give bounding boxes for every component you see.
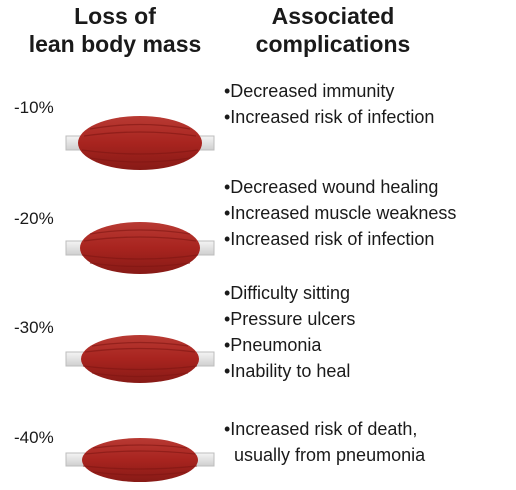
muscle-icon	[65, 335, 215, 383]
muscle-icon	[65, 116, 215, 170]
complication-item: •Difficulty sitting	[224, 283, 351, 303]
complication-item: •Increased muscle weakness	[224, 203, 457, 223]
percent-label: -20%	[14, 209, 54, 228]
complications-list: •Increased risk of death, usually from p…	[224, 416, 425, 468]
complications-header-line-1: Associated	[271, 3, 395, 29]
complication-item: •Increased risk of infection	[224, 229, 435, 249]
complication-item: •Pneumonia	[224, 335, 322, 355]
complications-list: •Decreased wound healing •Increased musc…	[224, 174, 456, 252]
complication-item: •Pressure ulcers	[224, 309, 356, 329]
percent-label: -30%	[14, 318, 54, 337]
percent-label: -40%	[14, 428, 54, 447]
complications-header: Associated complications	[233, 2, 433, 58]
complications-list: •Decreased immunity •Increased risk of i…	[224, 78, 434, 130]
muscle-icon	[65, 222, 215, 274]
complication-item: •Inability to heal	[224, 361, 351, 381]
complication-item: •Increased risk of death,	[224, 419, 418, 439]
complications-header-line-2: complications	[255, 31, 411, 57]
percent-label: -10%	[14, 98, 54, 117]
complication-item: •Decreased wound healing	[224, 177, 439, 197]
lean-mass-header-line-1: Loss of	[74, 3, 156, 29]
muscle-icon	[65, 438, 215, 482]
complications-list: •Difficulty sitting •Pressure ulcers •Pn…	[224, 280, 355, 384]
complication-item: usually from pneumonia	[234, 445, 426, 465]
complication-item: •Decreased immunity	[224, 81, 395, 101]
complication-item: •Increased risk of infection	[224, 107, 435, 127]
lean-mass-header: Loss of lean body mass	[0, 2, 230, 58]
lean-mass-header-line-2: lean body mass	[28, 31, 202, 57]
